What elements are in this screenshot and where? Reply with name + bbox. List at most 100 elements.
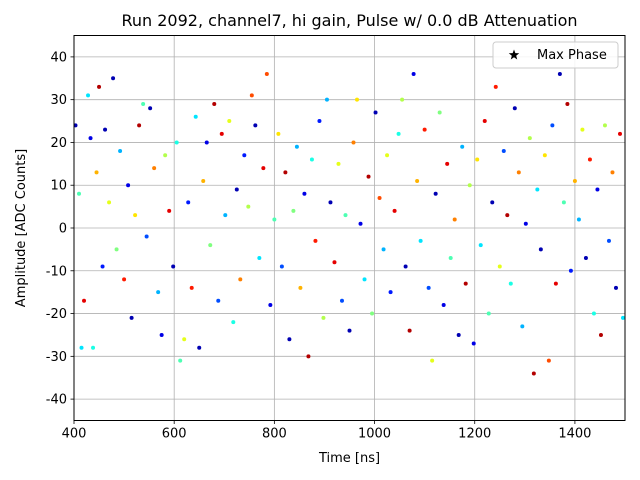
data-point — [538, 247, 543, 252]
data-point — [246, 204, 251, 209]
x-tick-label: 1200 — [458, 427, 491, 442]
data-point — [86, 93, 91, 98]
data-point — [79, 345, 84, 350]
data-point — [591, 311, 596, 316]
data-point — [114, 247, 119, 252]
data-point — [118, 149, 123, 153]
data-point — [478, 243, 483, 248]
data-point — [276, 131, 281, 136]
data-point — [576, 217, 581, 222]
data-point — [460, 144, 465, 149]
y-tick-label: -30 — [46, 350, 67, 365]
data-point — [91, 345, 96, 350]
data-point — [598, 332, 603, 337]
data-point — [433, 191, 438, 196]
data-point — [144, 234, 149, 239]
data-point — [167, 208, 172, 213]
data-point — [396, 131, 401, 136]
data-point — [141, 101, 146, 106]
data-point — [306, 354, 311, 359]
data-point — [388, 290, 393, 295]
data-point — [234, 187, 239, 192]
data-point — [430, 358, 435, 363]
grid-lines — [73, 35, 625, 421]
data-point — [463, 281, 468, 286]
y-tick-label: 30 — [50, 93, 67, 108]
data-point — [163, 153, 168, 158]
data-point — [565, 101, 570, 106]
x-tick-label: 1000 — [358, 427, 391, 442]
data-point — [94, 170, 99, 175]
data-point — [186, 200, 191, 205]
data-points — [73, 72, 625, 376]
data-point — [264, 72, 269, 76]
x-axis-label: Time [ns] — [318, 451, 380, 466]
data-point — [351, 140, 356, 145]
data-point — [441, 303, 446, 307]
data-point — [347, 328, 352, 333]
y-tick-label: 0 — [59, 222, 67, 237]
data-point — [437, 110, 442, 115]
data-point — [512, 106, 517, 111]
data-point — [568, 268, 573, 273]
y-tick-label: 10 — [50, 179, 67, 194]
data-point — [606, 238, 611, 243]
data-point — [580, 127, 585, 132]
data-point — [156, 290, 161, 295]
data-point — [201, 178, 206, 183]
data-point — [193, 114, 198, 119]
x-tick-label: 1400 — [558, 427, 591, 442]
data-point — [152, 166, 157, 171]
data-point — [77, 191, 82, 196]
data-point — [527, 136, 532, 141]
data-point — [452, 217, 457, 222]
data-point — [355, 97, 360, 102]
data-point — [268, 303, 273, 307]
data-point — [321, 315, 326, 320]
data-point — [523, 221, 528, 226]
y-tick-label: 20 — [50, 136, 67, 151]
data-point — [486, 311, 491, 316]
data-point — [587, 157, 592, 162]
data-point — [602, 123, 607, 128]
data-point — [362, 277, 367, 282]
data-point — [456, 332, 461, 337]
y-tick-label: -20 — [46, 307, 67, 322]
data-point — [208, 243, 213, 248]
x-axis-ticks: 400 600 800 1000 1200 1400 — [62, 420, 591, 442]
data-point — [535, 187, 540, 192]
data-point — [212, 101, 217, 106]
data-point — [493, 84, 498, 89]
data-point — [309, 157, 314, 162]
data-point — [422, 127, 427, 132]
y-tick-label: 40 — [50, 50, 67, 65]
data-point — [204, 140, 209, 145]
data-point — [294, 144, 299, 149]
data-point — [553, 281, 558, 286]
data-point — [126, 183, 131, 188]
data-point — [171, 264, 176, 269]
legend: Max Phase — [492, 41, 619, 69]
data-point — [482, 119, 487, 124]
data-point — [385, 153, 390, 158]
data-point — [467, 183, 472, 188]
data-point — [189, 285, 194, 290]
data-point — [497, 264, 502, 269]
data-point — [88, 136, 93, 141]
data-point — [82, 298, 87, 303]
data-point — [159, 332, 164, 337]
data-point — [328, 200, 333, 205]
data-point — [332, 260, 337, 265]
data-point — [111, 76, 116, 81]
data-point — [133, 213, 138, 218]
data-point — [257, 255, 262, 260]
data-point — [249, 93, 254, 98]
data-point — [219, 131, 224, 136]
data-point — [279, 264, 284, 269]
data-point — [148, 106, 153, 111]
chart-title: Run 2092, channel7, hi gain, Pulse w/ 0.… — [121, 11, 577, 30]
data-point — [336, 161, 341, 166]
data-point — [174, 140, 179, 145]
x-tick-label: 400 — [62, 427, 87, 442]
data-point — [291, 208, 296, 213]
